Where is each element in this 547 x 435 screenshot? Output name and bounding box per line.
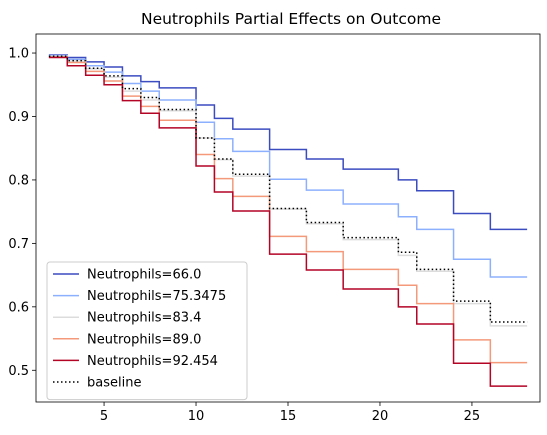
- series-line-5: [48, 55, 528, 323]
- legend-label-1: Neutrophils=75.3475: [87, 289, 226, 304]
- series-layer: [48, 54, 528, 387]
- legend-label-2: Neutrophils=83.4: [87, 311, 201, 326]
- x-tick-label-3: 20: [372, 409, 389, 424]
- y-tick-label-3: 0.8: [8, 173, 29, 188]
- legend-label-5: baseline: [87, 376, 141, 391]
- y-tick-label-5: 1.0: [8, 47, 29, 62]
- chart-title: Neutrophils Partial Effects on Outcome: [141, 10, 441, 28]
- legend-label-0: Neutrophils=66.0: [87, 268, 201, 283]
- y-tick-label-0: 0.5: [8, 364, 29, 379]
- x-tick-label-4: 25: [464, 409, 481, 424]
- y-tick-label-1: 0.6: [8, 300, 29, 315]
- legend-label-3: Neutrophils=89.0: [87, 332, 201, 347]
- axes: 5 10 15 20 25 0.5 0.6 0.7 0.8 0.9 1.0: [8, 33, 541, 424]
- series-line-4: [48, 56, 528, 387]
- legend-label-4: Neutrophils=92.454: [87, 354, 218, 369]
- x-tick-label-1: 10: [188, 409, 205, 424]
- x-tick-label-0: 5: [100, 409, 108, 424]
- legend: Neutrophils=66.0 Neutrophils=75.3475 Neutr…: [46, 261, 248, 401]
- series-line-1: [48, 54, 528, 278]
- series-line-0: [48, 54, 528, 231]
- x-tick-label-2: 15: [280, 409, 297, 424]
- y-tick-label-2: 0.7: [8, 237, 29, 252]
- y-tick-label-4: 0.9: [8, 110, 29, 125]
- legend-box: [46, 261, 248, 401]
